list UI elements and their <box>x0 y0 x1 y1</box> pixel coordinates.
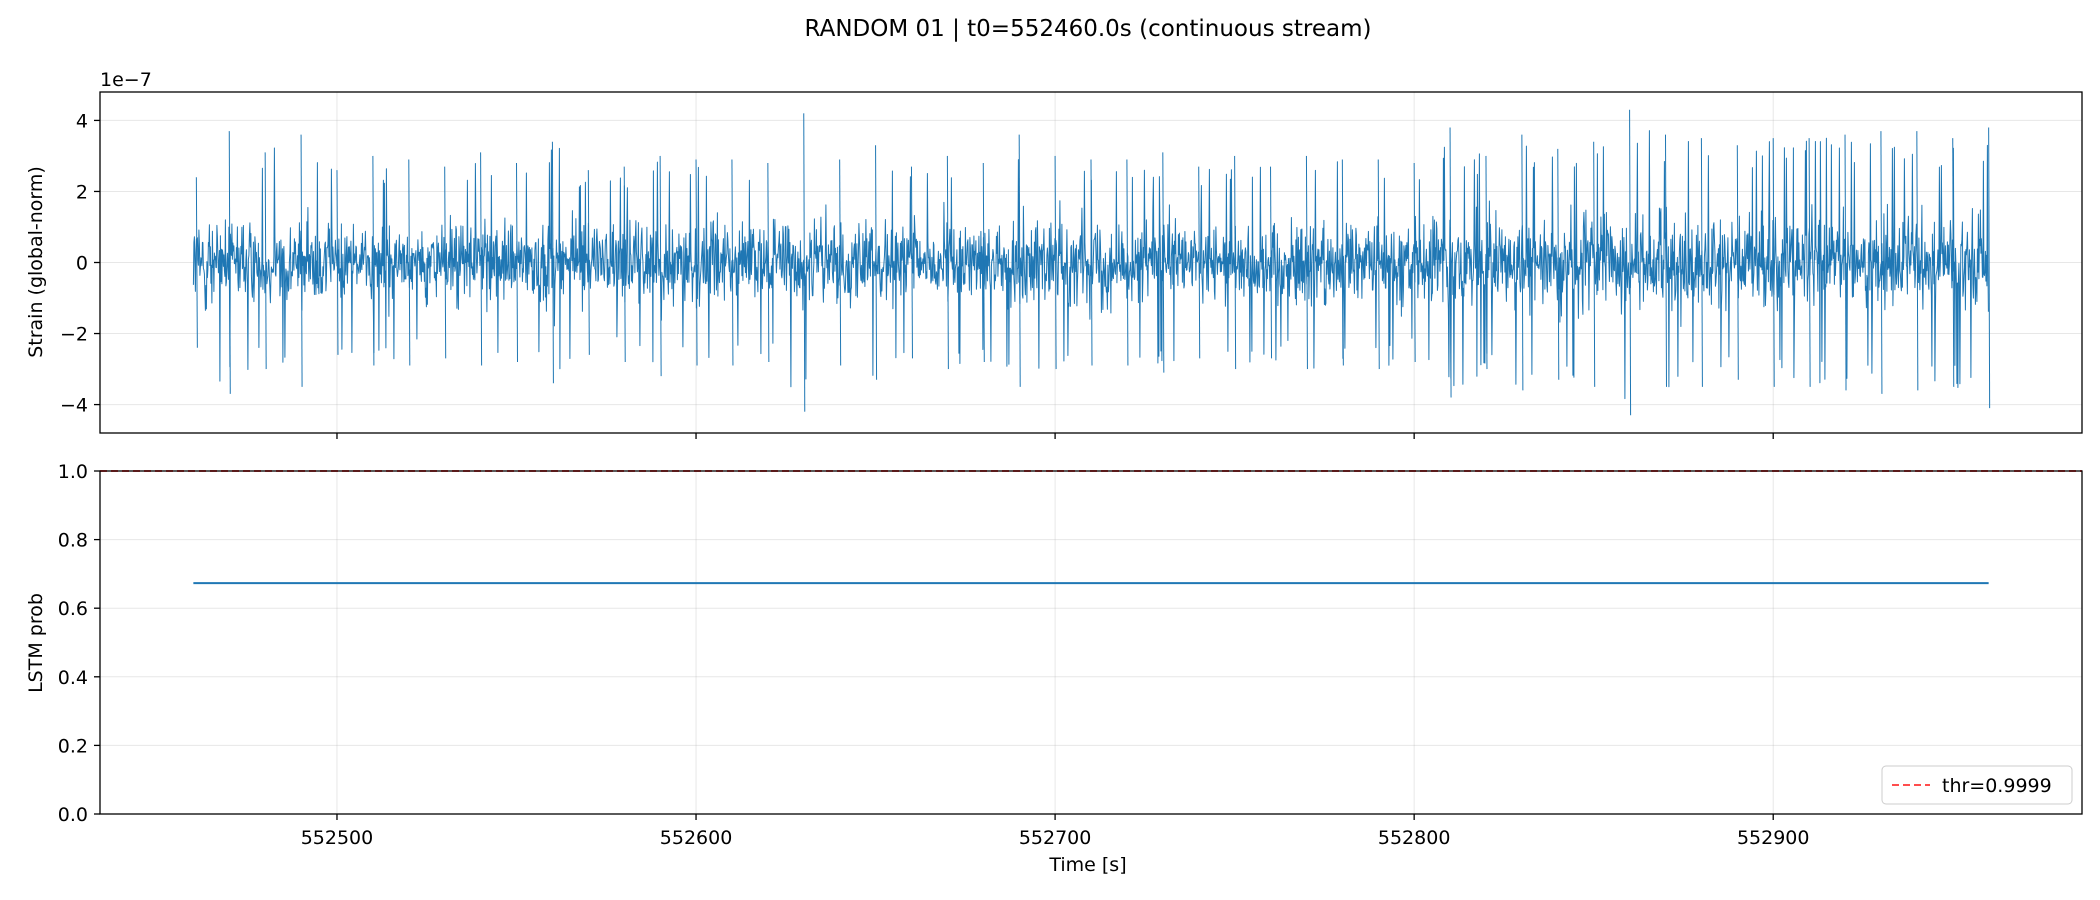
strain-spike <box>1593 141 1596 387</box>
strain-spike <box>516 163 519 362</box>
strain-spike <box>1413 163 1416 362</box>
time-xlabel: Time [s] <box>1048 854 1126 876</box>
strain-spike <box>444 166 447 359</box>
strain-spike <box>1700 138 1703 387</box>
y-tick-label: 4 <box>76 110 88 132</box>
strain-spike <box>1808 138 1811 387</box>
strain-spike <box>1270 166 1273 359</box>
y-tick-label: 0 <box>76 253 88 275</box>
y-tick-label: 0.8 <box>58 530 88 552</box>
legend-box <box>1881 765 2073 805</box>
strain-spike <box>803 113 806 412</box>
strain-spike <box>1162 152 1165 373</box>
strain-spike <box>946 155 949 370</box>
strain-spike <box>480 152 483 366</box>
strain-spike <box>551 141 554 384</box>
strain-spike <box>1126 159 1129 366</box>
strain-spike <box>1018 134 1021 387</box>
strain-spike <box>1952 138 1955 387</box>
strain-spike <box>1377 159 1380 370</box>
strain-spike <box>1449 127 1452 398</box>
strain-spike <box>910 166 913 359</box>
strain-spike <box>839 159 842 366</box>
strain-spike <box>1772 138 1775 387</box>
strain-spike <box>1557 148 1560 380</box>
probability-ylabel: LSTM prob <box>25 593 47 693</box>
x-tick-label: 552900 <box>1737 827 1810 849</box>
strain-series-line <box>192 130 1989 400</box>
strain-spike <box>1521 134 1524 391</box>
y-tick-label: −4 <box>60 395 88 417</box>
strain-spike <box>1341 159 1344 366</box>
strain-spike <box>1198 166 1201 359</box>
strain-spike <box>982 163 985 362</box>
strain-spike <box>695 159 698 366</box>
probability-axes-frame <box>99 470 2083 815</box>
strain-spike <box>1916 131 1919 391</box>
strain-spike <box>731 159 734 366</box>
y-tick-label: 0.0 <box>58 804 88 826</box>
strain-spike <box>1988 127 1991 409</box>
strain-spike <box>228 131 231 394</box>
y-tick-label: 1.0 <box>58 461 88 483</box>
strain-spike <box>1629 109 1632 416</box>
strain-spike <box>300 134 303 387</box>
strain-spike <box>264 152 267 370</box>
series-group-0 <box>192 109 1991 416</box>
x-tick-label: 552800 <box>1378 827 1451 849</box>
probability-panel: LSTM prob 0.0 0.2 0.4 0.6 0.8 1.0 552500 552600… <box>25 461 2083 849</box>
strain-spike <box>1054 155 1057 370</box>
strain-panel: 1e−7 Strain (global-norm) −4 −2 0 2 4 <box>25 69 2083 439</box>
strain-spike <box>587 170 590 355</box>
strain-spike <box>1090 159 1093 366</box>
legend-threshold-label: thr=0.9999 <box>1942 775 2052 797</box>
strain-spike <box>408 159 411 366</box>
strain-spike <box>623 166 626 362</box>
y-tick-label: 0.2 <box>58 735 88 757</box>
strain-spike <box>1664 134 1667 387</box>
strain-spike <box>1234 155 1237 370</box>
strain-spike <box>1736 145 1739 380</box>
strain-spike <box>875 145 878 380</box>
legend: thr=0.9999 <box>1881 765 2073 805</box>
strain-offset-text: 1e−7 <box>100 69 152 91</box>
strain-axes-frame <box>99 91 2083 434</box>
strain-spike <box>1305 155 1308 370</box>
y-tick-label: 0.4 <box>58 667 88 689</box>
y-tick-label: −2 <box>60 324 88 346</box>
strain-spike <box>372 155 375 366</box>
strain-ylabel: Strain (global-norm) <box>25 166 47 358</box>
figure-title: RANDOM 01 | t0=552460.0s (continuous str… <box>805 16 1372 42</box>
strain-spike <box>659 155 662 377</box>
strain-spike <box>767 163 770 362</box>
x-tick-label: 552600 <box>660 827 733 849</box>
y-tick-label: 2 <box>76 181 88 203</box>
x-tick-label: 552700 <box>1019 827 1092 849</box>
strain-spike <box>1485 155 1488 370</box>
strain-spike <box>1880 131 1883 394</box>
y-tick-label: 0.6 <box>58 598 88 620</box>
x-tick-label: 552500 <box>301 827 374 849</box>
strain-spike <box>1844 134 1847 391</box>
strain-spike <box>336 170 339 355</box>
strain-spike <box>195 177 198 348</box>
